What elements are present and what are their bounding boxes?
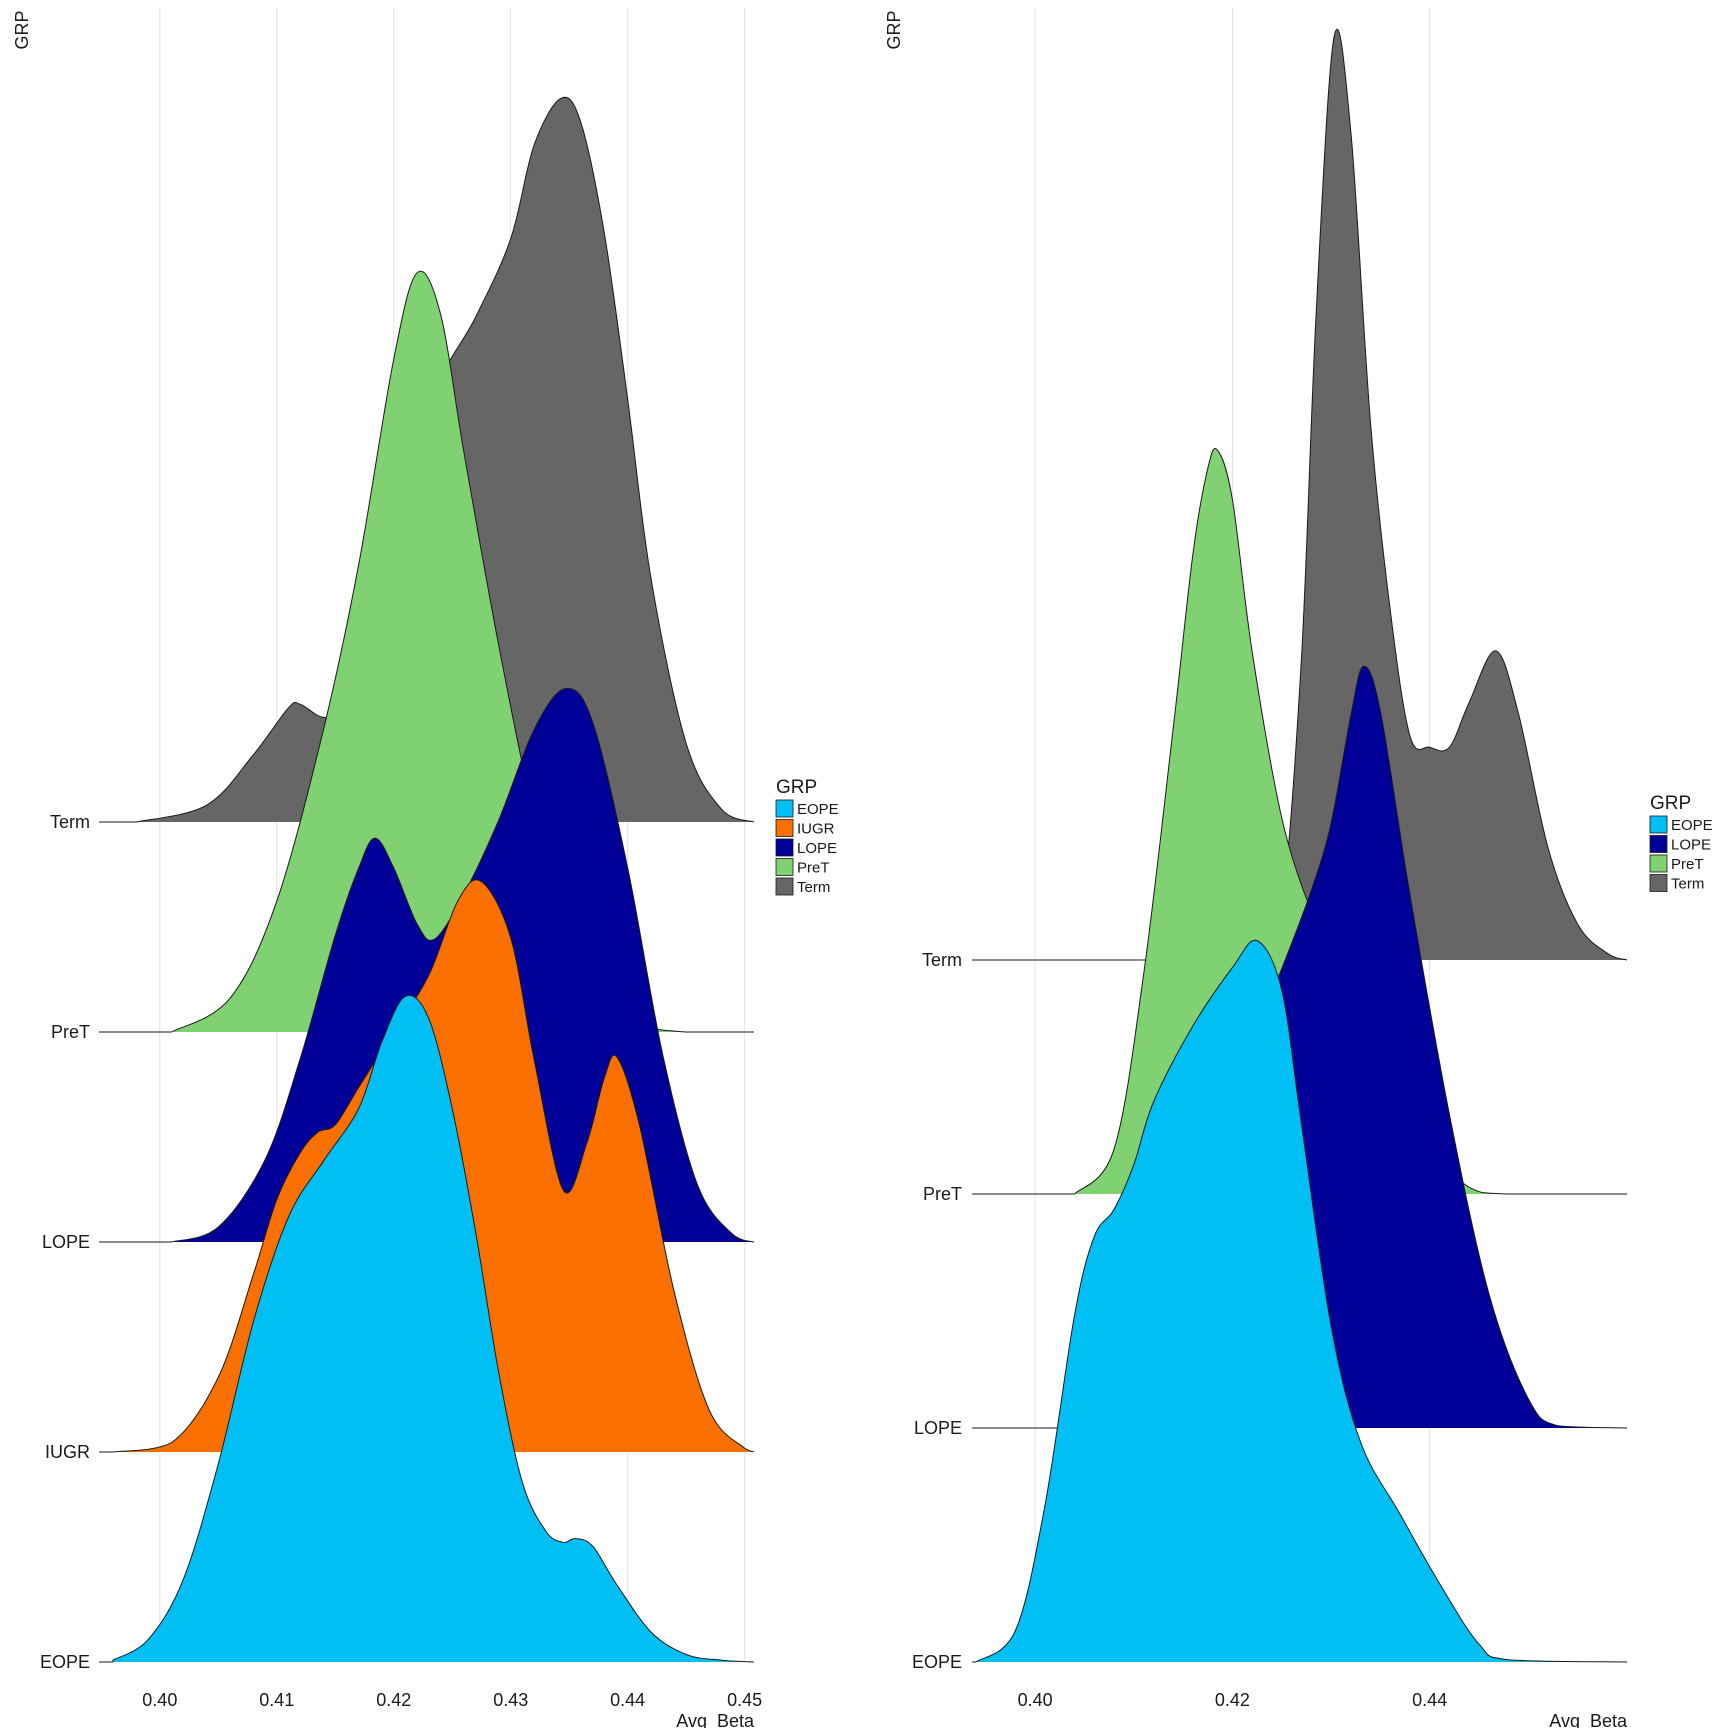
x-tick-label: 0.44 [610,1690,645,1710]
x-tick-label: 0.42 [1215,1690,1250,1710]
legend-label: Term [1671,876,1704,893]
legend-label: EOPE [1671,817,1713,834]
legend-title: GRP [776,777,817,798]
legend-swatch [775,799,794,818]
ridge-lope [972,666,1627,1428]
legend-swatch [775,838,794,857]
ridge-term [972,29,1627,960]
legend-swatch [1649,874,1668,892]
legend: GRP EOPE IUGR LOPE PreT Term [775,777,839,896]
x-tick-label: 0.40 [1018,1690,1053,1710]
category-label: IUGR [45,1442,90,1462]
ridge-outline-term [972,28,1628,961]
x-tick-label: 0.45 [727,1690,762,1710]
legend-label: IUGR [797,821,835,838]
ridge-outline-term [99,96,755,823]
x-tick-label: 0.44 [1412,1690,1447,1710]
ridge-eope [972,940,1627,1662]
category-label: LOPE [914,1418,962,1438]
legend-title: GRP [1650,793,1691,814]
category-label: PreT [51,1022,90,1042]
x-tick-label: 0.42 [376,1690,411,1710]
category-label: LOPE [42,1232,90,1252]
category-label: Term [50,812,90,832]
x-tick-label: 0.43 [493,1690,528,1710]
x-tick-label: 0.40 [142,1690,177,1710]
legend-label: LOPE [797,840,837,857]
y-axis-title: GRP [884,10,904,49]
legend-swatch [1649,835,1668,853]
category-label: Term [922,950,962,970]
legend-label: PreT [797,860,830,877]
legend-label: Term [797,879,830,896]
legend-swatch [1649,854,1668,873]
ridge-outline-eope [99,994,755,1663]
ridge-outline-eope [972,939,1628,1663]
legend-swatch [775,877,794,896]
category-label: EOPE [912,1652,962,1672]
x-axis-title: Avg_Beta [1549,1711,1628,1728]
x-tick-label: 0.41 [259,1690,294,1710]
legend-swatch [775,858,794,876]
ridge-eope [99,995,754,1662]
ridge-lope [99,688,754,1242]
y-axis-title: GRP [12,10,32,49]
category-label: PreT [923,1184,962,1204]
ridge-pret [99,271,754,1033]
ridge-outline-iugr [99,879,755,1453]
legend-swatch [1649,815,1668,834]
chart-panel-1: Term PreT LOPE IUGR EOPE 0.40 0.41 0.42 0.43 0.44… [12,8,839,1732]
legend-label: PreT [1671,856,1704,873]
legend-label: LOPE [1671,837,1711,854]
legend-label: EOPE [797,801,839,818]
x-axis-title: Avg_Beta [676,1711,755,1728]
legend-swatch [775,819,794,837]
category-label: EOPE [40,1652,90,1672]
legend: GRP EOPE LOPE PreT Term [1649,793,1713,893]
